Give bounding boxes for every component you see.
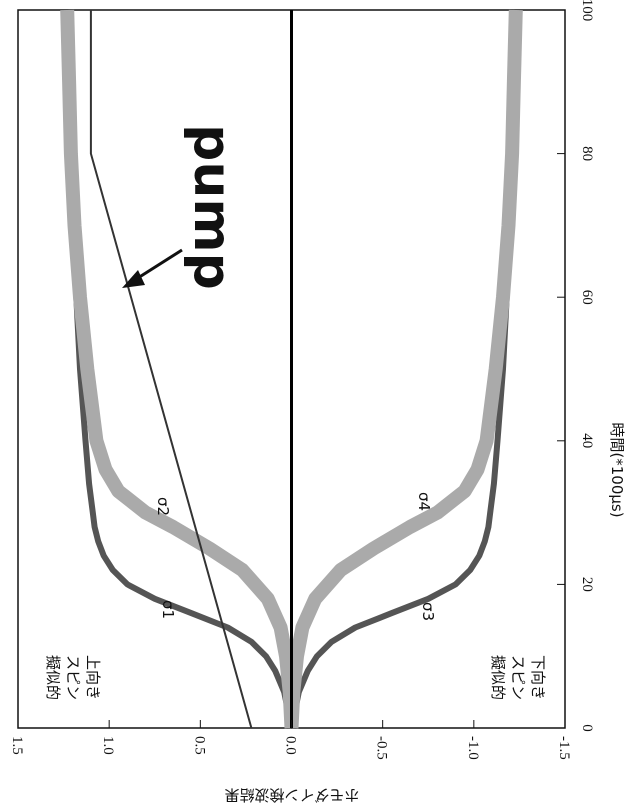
spin-down-line1: 擬似的 xyxy=(489,655,507,700)
spin-down-label: 擬似的 スピン 下向き xyxy=(489,655,547,700)
y-tick-label: 0.5 xyxy=(191,736,207,755)
spin-down-line2: スピン xyxy=(509,655,527,700)
x-tick-label: 0 xyxy=(579,724,595,732)
x-tick-label: 60 xyxy=(579,290,595,305)
x-tick-label: 40 xyxy=(579,433,595,448)
spin-up-label: 擬似的 スピン 上向き xyxy=(44,655,102,700)
y-axis-label: ホモダイン検波結果 xyxy=(224,786,359,804)
x-tick-label: 20 xyxy=(579,577,595,592)
spin-down-line3: 下向き xyxy=(529,655,547,700)
y-tick-label: -1.0 xyxy=(465,736,481,760)
y-tick-label: -1.5 xyxy=(556,736,572,760)
x-tick-label: 100 xyxy=(579,0,595,21)
spin-up-line1: 擬似的 xyxy=(44,655,62,700)
spin-up-line2: スピン xyxy=(64,655,82,700)
sigma2-label: σ2 xyxy=(154,497,172,516)
y-tick-label: 1.5 xyxy=(9,736,25,755)
y-tick-label: 0.0 xyxy=(283,736,299,755)
sigma1-label: σ1 xyxy=(159,600,177,619)
sigma3-label: σ3 xyxy=(419,602,437,621)
y-tick-label: -0.5 xyxy=(374,736,390,760)
x-tick-label: 80 xyxy=(579,146,595,161)
pump-label: pump xyxy=(182,124,242,290)
sigma4-label: σ4 xyxy=(415,492,433,511)
y-tick-label: 1.0 xyxy=(100,736,116,755)
spin-up-line3: 上向き xyxy=(84,655,102,700)
x-axis-label: 時間(*100μs) xyxy=(608,422,626,517)
